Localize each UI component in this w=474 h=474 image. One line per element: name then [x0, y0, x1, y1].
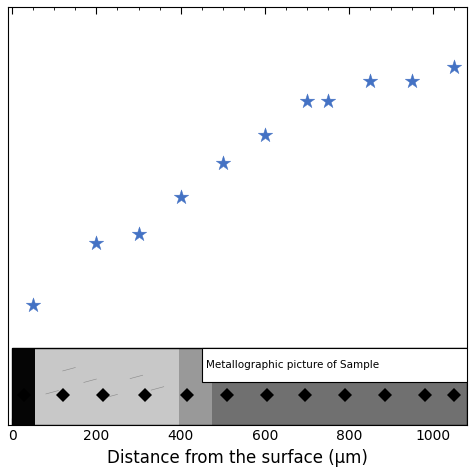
Bar [36, 348, 179, 425]
Bar [212, 348, 467, 425]
Point [451, 63, 458, 71]
Point [303, 97, 311, 104]
X-axis label: Distance from the surface (μm): Distance from the surface (μm) [107, 449, 368, 467]
Text: Metallographic picture of Sample: Metallographic picture of Sample [206, 360, 379, 370]
Bar [179, 348, 212, 425]
Bar [12, 348, 36, 425]
Point [324, 97, 332, 104]
Point [135, 230, 142, 238]
Bar [12, 348, 467, 425]
Point [177, 193, 184, 201]
Point [261, 131, 269, 138]
Bar [202, 348, 467, 383]
Point [366, 77, 374, 85]
Point [219, 159, 227, 167]
Point [409, 77, 416, 85]
Point [92, 239, 100, 246]
Point [29, 301, 37, 309]
